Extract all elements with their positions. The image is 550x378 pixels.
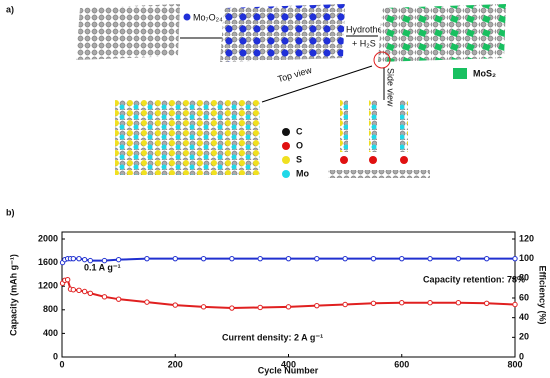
top-view-line bbox=[261, 65, 373, 103]
y2-tick-label: 0 bbox=[519, 351, 524, 361]
x-axis-label: Cycle Number bbox=[258, 365, 319, 375]
data-point bbox=[144, 255, 150, 262]
data-point bbox=[314, 255, 320, 262]
data-point bbox=[115, 256, 122, 263]
data-point bbox=[370, 255, 377, 262]
x-tick-label: 400 bbox=[281, 359, 296, 369]
data-point bbox=[144, 299, 150, 305]
legend-label: Mo bbox=[296, 168, 309, 178]
product-swatch bbox=[453, 68, 467, 79]
data-point bbox=[342, 255, 348, 262]
annotation: 0.1 A g⁻¹ bbox=[84, 262, 121, 272]
legend-label: C bbox=[296, 126, 303, 136]
data-point bbox=[76, 255, 82, 262]
data-point bbox=[70, 255, 77, 262]
x-tick-label: 200 bbox=[168, 359, 183, 369]
precursor-text: Mo₇O₂₄⁶⁻ bbox=[193, 12, 231, 22]
x-tick-label: 800 bbox=[507, 359, 522, 369]
data-point bbox=[101, 257, 108, 264]
data-point bbox=[172, 255, 178, 262]
data-point bbox=[70, 287, 77, 293]
y2-tick-label: 120 bbox=[519, 233, 534, 243]
data-point bbox=[229, 255, 235, 262]
data-point bbox=[483, 255, 490, 262]
y2-axis-label: Efficiency (%) bbox=[538, 265, 548, 324]
data-point bbox=[229, 305, 235, 311]
data-point bbox=[81, 256, 88, 263]
side-view-text: Side view bbox=[386, 68, 396, 107]
y-tick-label: 400 bbox=[43, 328, 58, 338]
data-point bbox=[483, 300, 490, 307]
data-point bbox=[285, 255, 292, 262]
data-point bbox=[314, 302, 320, 309]
data-point bbox=[101, 294, 108, 300]
product-text: MoS₂ bbox=[473, 68, 496, 78]
data-point bbox=[427, 255, 433, 262]
y-tick-label: 1200 bbox=[38, 281, 58, 291]
data-point bbox=[257, 304, 263, 311]
data-point bbox=[257, 255, 263, 262]
mos2-sheet bbox=[378, 4, 506, 62]
atom-legend: COS Mo bbox=[282, 126, 309, 178]
data-point bbox=[200, 255, 207, 262]
annotation: Current density: 2 A g⁻¹ bbox=[222, 332, 323, 342]
data-point bbox=[512, 301, 518, 308]
data-point bbox=[427, 300, 433, 306]
legend-swatch bbox=[282, 156, 290, 164]
y2-tick-label: 60 bbox=[519, 292, 529, 302]
legend-swatch bbox=[282, 170, 290, 178]
y-tick-label: 1600 bbox=[38, 257, 58, 267]
loaded-sheet bbox=[220, 4, 345, 62]
hydrothermal-text: Hydrothermal bbox=[346, 24, 400, 34]
annotation: Capacity retention: 78% bbox=[423, 274, 525, 284]
data-point bbox=[115, 296, 122, 302]
panel-label: a) bbox=[6, 4, 14, 14]
top-view-model bbox=[115, 100, 260, 175]
data-point bbox=[87, 290, 94, 296]
data-point bbox=[172, 302, 178, 308]
y-tick-label: 0 bbox=[53, 351, 58, 361]
precursor-dot bbox=[183, 13, 191, 21]
y-tick-label: 2000 bbox=[38, 233, 58, 243]
legend-swatch bbox=[282, 142, 290, 150]
top-view-text: Top view bbox=[276, 65, 313, 84]
data-point bbox=[370, 300, 377, 307]
chart: b) Cycle Number Capacity (mAh g⁻¹) Effic… bbox=[6, 207, 548, 375]
data-point bbox=[399, 255, 405, 262]
side-view-model bbox=[328, 100, 430, 178]
reagent-text: + H₂S bbox=[352, 38, 376, 48]
data-point bbox=[399, 300, 405, 306]
data-point bbox=[455, 300, 462, 306]
legend-swatch bbox=[282, 128, 290, 136]
data-point bbox=[87, 257, 94, 264]
graphene-sheet bbox=[76, 4, 180, 60]
data-point bbox=[455, 255, 462, 262]
data-point bbox=[81, 288, 88, 295]
y-tick-label: 800 bbox=[43, 304, 58, 314]
x-tick-label: 600 bbox=[394, 359, 409, 369]
data-point bbox=[512, 255, 518, 262]
x-tick-label: 0 bbox=[59, 359, 64, 369]
y2-tick-label: 100 bbox=[519, 253, 534, 263]
panel-label: b) bbox=[6, 207, 15, 217]
data-point bbox=[76, 287, 82, 294]
y2-tick-label: 40 bbox=[519, 312, 529, 322]
data-point bbox=[342, 301, 348, 308]
y2-tick-label: 80 bbox=[519, 273, 529, 283]
highlight bbox=[373, 51, 391, 69]
schematic: a) Mo₇O₂₄⁶⁻ Hydrothermal + H₂S MoS₂ Top … bbox=[6, 4, 506, 178]
legend-label: O bbox=[296, 140, 303, 150]
legend-label: S bbox=[296, 154, 302, 164]
y-axis-label: Capacity (mAh g⁻¹) bbox=[8, 254, 18, 336]
data-point bbox=[64, 277, 71, 283]
y2-tick-label: 20 bbox=[519, 332, 529, 342]
data-point bbox=[285, 304, 292, 310]
data-point bbox=[200, 304, 207, 310]
